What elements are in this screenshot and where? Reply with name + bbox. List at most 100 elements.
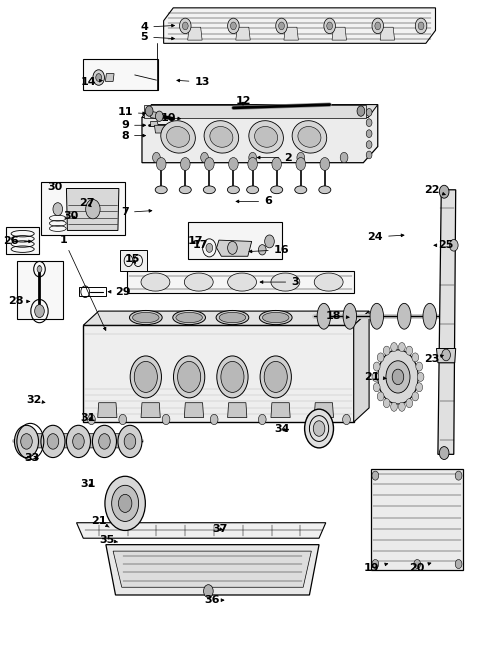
Polygon shape bbox=[227, 402, 246, 417]
Polygon shape bbox=[106, 545, 318, 595]
Text: 3: 3 bbox=[259, 277, 298, 287]
Circle shape bbox=[356, 106, 364, 116]
Circle shape bbox=[373, 383, 379, 392]
Circle shape bbox=[152, 152, 160, 163]
Ellipse shape bbox=[216, 310, 248, 325]
Circle shape bbox=[385, 361, 409, 393]
Polygon shape bbox=[31, 434, 48, 448]
Circle shape bbox=[53, 203, 62, 216]
Circle shape bbox=[414, 18, 426, 34]
Ellipse shape bbox=[259, 356, 291, 398]
Ellipse shape bbox=[397, 303, 410, 329]
Polygon shape bbox=[83, 325, 353, 422]
Circle shape bbox=[371, 373, 378, 382]
Polygon shape bbox=[370, 469, 462, 570]
Circle shape bbox=[272, 157, 281, 170]
Ellipse shape bbox=[246, 186, 258, 194]
Polygon shape bbox=[353, 311, 368, 422]
Ellipse shape bbox=[132, 312, 159, 323]
Ellipse shape bbox=[176, 312, 202, 323]
Polygon shape bbox=[151, 121, 158, 126]
Text: 22: 22 bbox=[423, 185, 444, 195]
Text: 31: 31 bbox=[80, 479, 95, 489]
Circle shape bbox=[248, 152, 256, 163]
Ellipse shape bbox=[262, 312, 288, 323]
Circle shape bbox=[124, 434, 136, 449]
Circle shape bbox=[323, 18, 335, 34]
Ellipse shape bbox=[342, 303, 356, 329]
Text: 20: 20 bbox=[408, 562, 430, 573]
Ellipse shape bbox=[422, 303, 436, 329]
Circle shape bbox=[339, 152, 347, 163]
Polygon shape bbox=[283, 27, 298, 40]
Circle shape bbox=[21, 434, 32, 449]
Text: 30: 30 bbox=[63, 211, 78, 221]
Text: 29: 29 bbox=[108, 286, 130, 297]
Ellipse shape bbox=[270, 186, 282, 194]
Text: 23: 23 bbox=[423, 354, 442, 364]
Circle shape bbox=[326, 22, 332, 30]
Polygon shape bbox=[144, 104, 365, 117]
Circle shape bbox=[377, 350, 417, 404]
Text: 7: 7 bbox=[121, 207, 151, 217]
Ellipse shape bbox=[227, 273, 256, 291]
Circle shape bbox=[180, 157, 190, 170]
Circle shape bbox=[227, 18, 239, 34]
Circle shape bbox=[398, 343, 405, 352]
Circle shape bbox=[439, 185, 448, 198]
Circle shape bbox=[365, 130, 371, 137]
Polygon shape bbox=[97, 402, 117, 417]
Ellipse shape bbox=[166, 126, 189, 147]
Circle shape bbox=[306, 414, 314, 424]
Text: 19: 19 bbox=[363, 563, 387, 573]
Polygon shape bbox=[83, 311, 368, 325]
Circle shape bbox=[439, 446, 448, 459]
Ellipse shape bbox=[219, 312, 245, 323]
Circle shape bbox=[441, 349, 450, 361]
Text: 10: 10 bbox=[160, 113, 180, 122]
Ellipse shape bbox=[203, 186, 215, 194]
Circle shape bbox=[37, 266, 42, 272]
Circle shape bbox=[230, 22, 236, 30]
Polygon shape bbox=[184, 402, 203, 417]
Circle shape bbox=[342, 414, 349, 424]
Circle shape bbox=[365, 119, 371, 126]
Ellipse shape bbox=[179, 186, 191, 194]
Text: 35: 35 bbox=[100, 535, 118, 545]
Text: 1: 1 bbox=[60, 235, 106, 330]
Ellipse shape bbox=[184, 273, 213, 291]
Circle shape bbox=[15, 425, 38, 457]
Ellipse shape bbox=[294, 186, 306, 194]
Circle shape bbox=[382, 346, 389, 355]
Ellipse shape bbox=[204, 121, 238, 153]
Ellipse shape bbox=[134, 362, 157, 393]
Ellipse shape bbox=[160, 121, 195, 153]
Ellipse shape bbox=[177, 362, 200, 393]
Circle shape bbox=[73, 434, 84, 449]
Circle shape bbox=[155, 111, 163, 121]
Ellipse shape bbox=[314, 273, 342, 291]
Text: 14: 14 bbox=[80, 77, 102, 87]
Polygon shape bbox=[57, 434, 75, 448]
Circle shape bbox=[111, 485, 138, 522]
Circle shape bbox=[392, 369, 403, 385]
Polygon shape bbox=[126, 271, 353, 293]
Circle shape bbox=[454, 471, 461, 480]
Circle shape bbox=[275, 18, 287, 34]
Ellipse shape bbox=[291, 121, 326, 153]
Text: 4: 4 bbox=[140, 22, 174, 32]
Circle shape bbox=[374, 22, 380, 30]
Circle shape bbox=[247, 157, 257, 170]
Bar bbox=[41, 182, 125, 235]
Circle shape bbox=[66, 425, 91, 457]
Circle shape bbox=[382, 399, 389, 408]
Circle shape bbox=[34, 305, 44, 318]
Circle shape bbox=[228, 157, 238, 170]
Ellipse shape bbox=[155, 186, 167, 194]
Circle shape bbox=[416, 373, 423, 382]
Bar bbox=[120, 250, 147, 271]
Circle shape bbox=[88, 414, 95, 424]
Bar bbox=[187, 222, 281, 259]
Polygon shape bbox=[187, 27, 202, 40]
Polygon shape bbox=[332, 27, 346, 40]
